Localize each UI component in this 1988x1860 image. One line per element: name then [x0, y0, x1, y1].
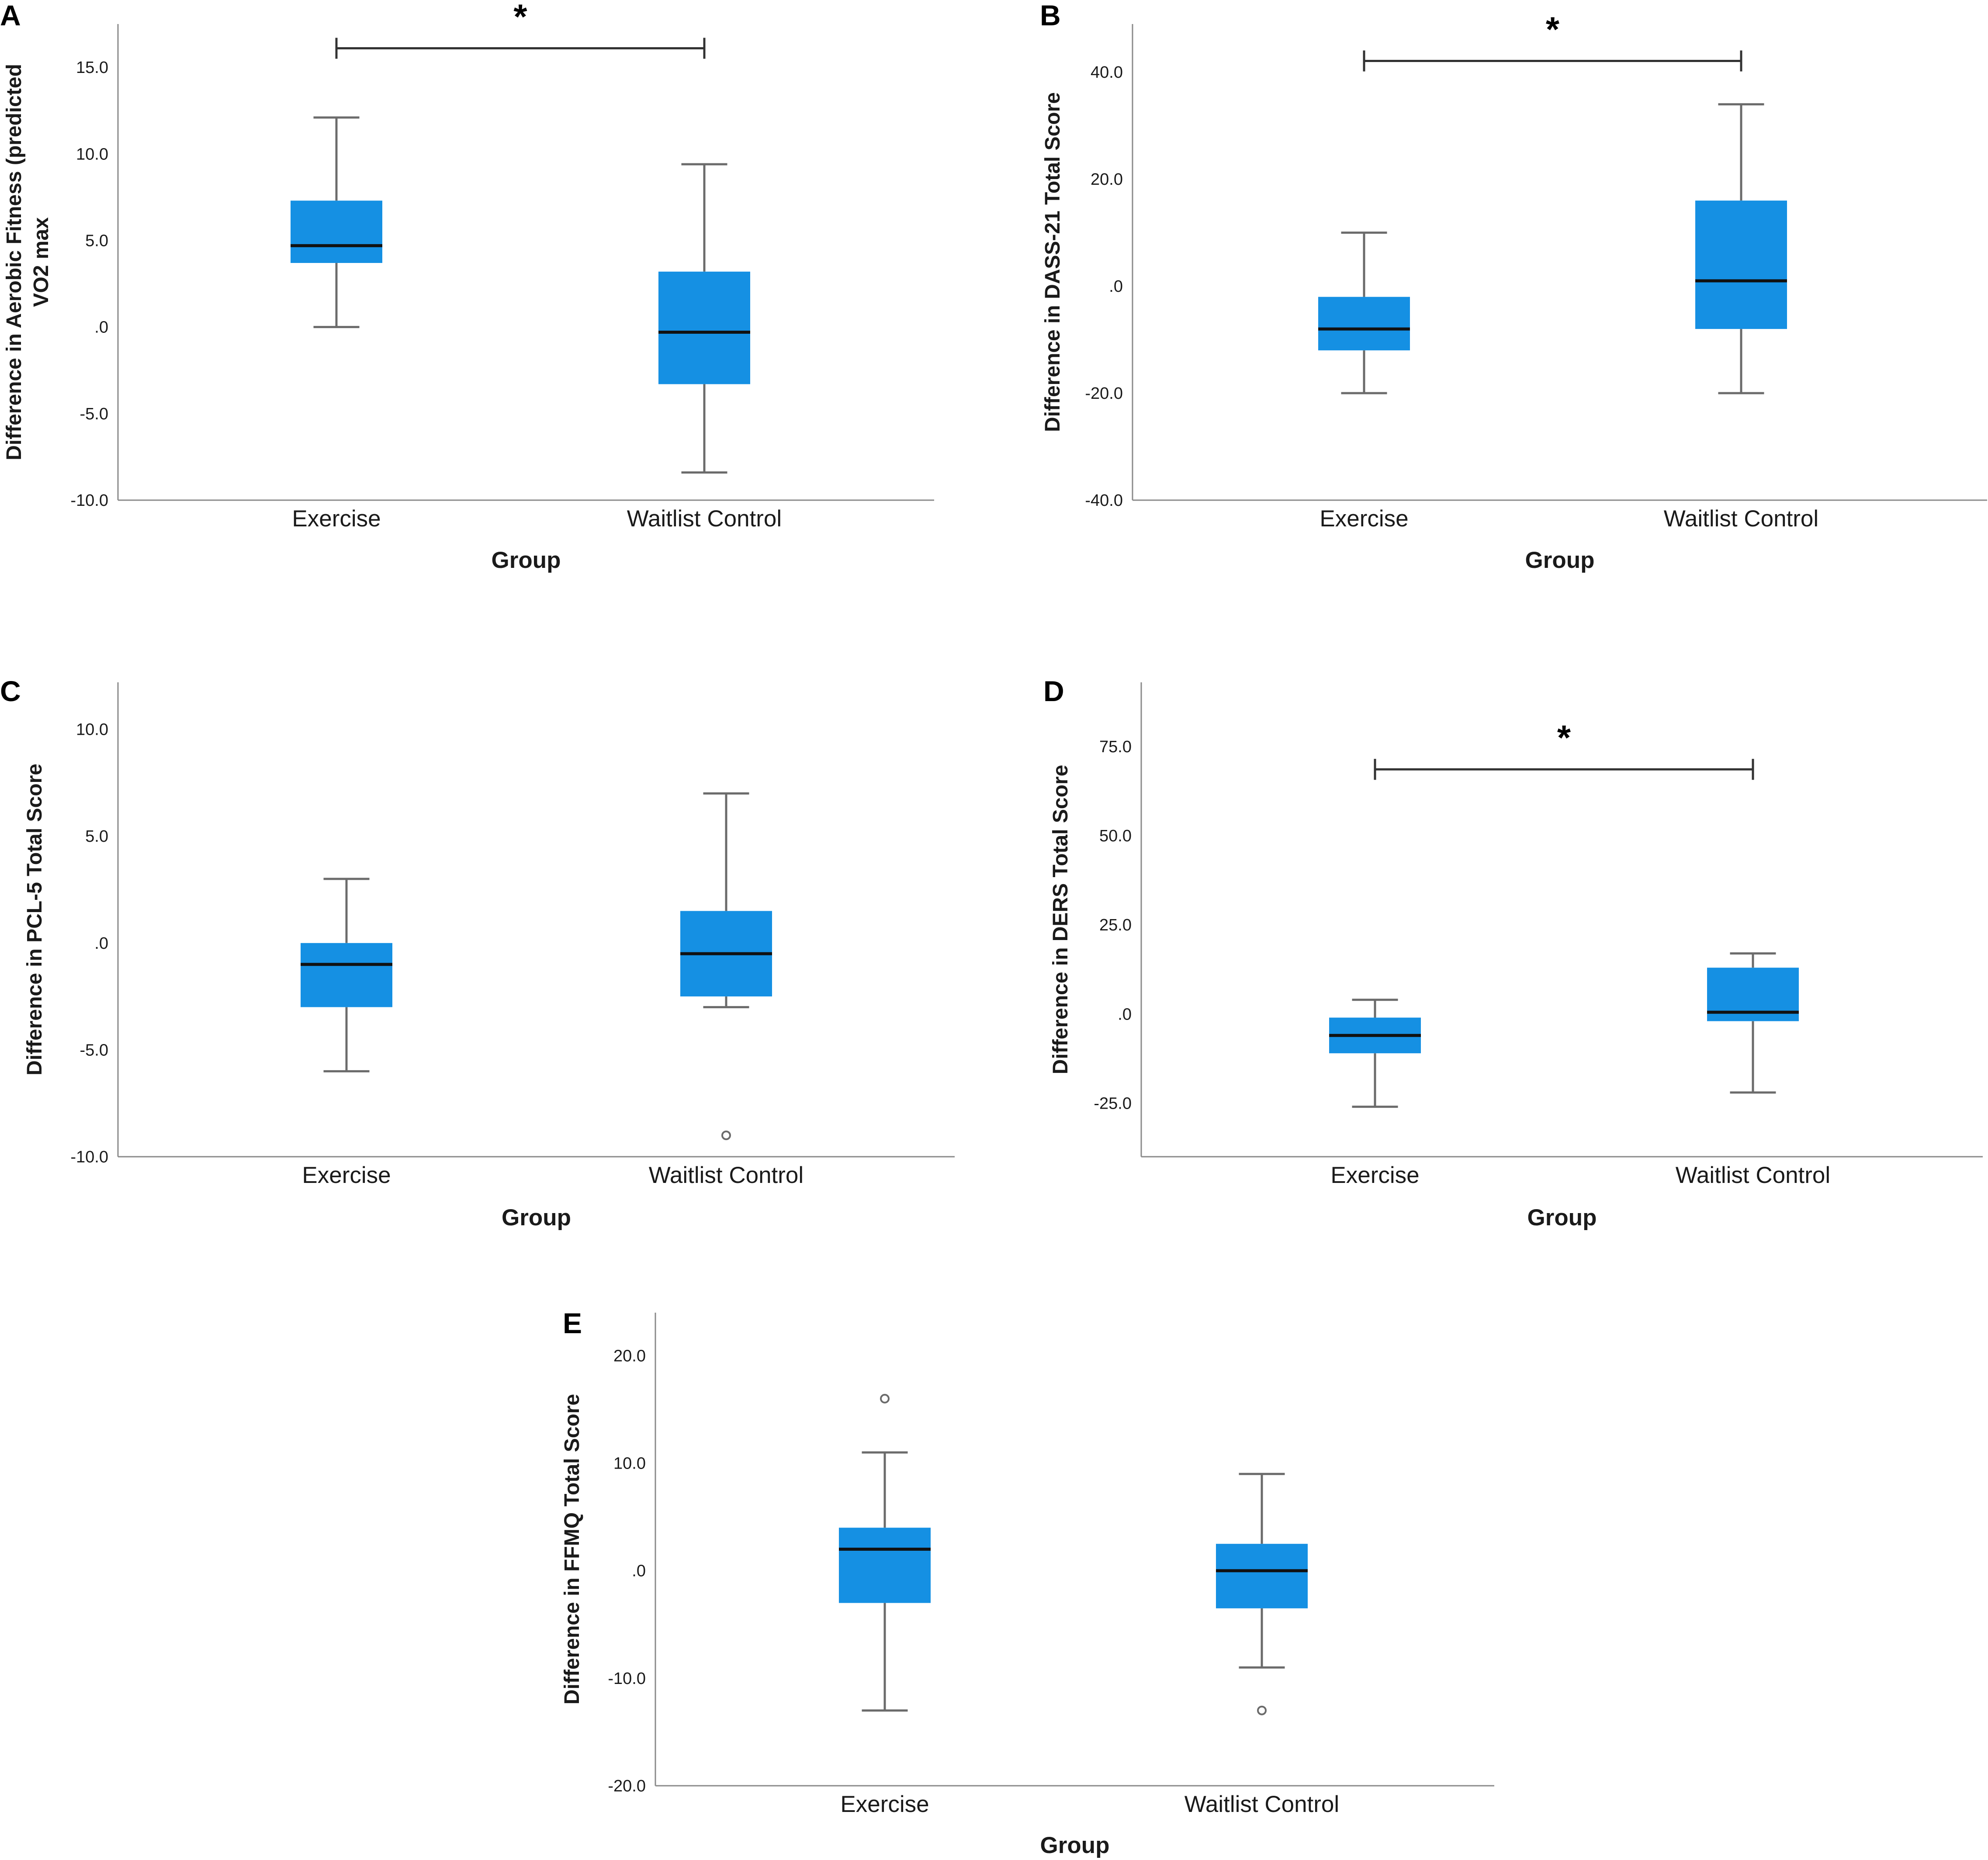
y-tick-label-d: 25.0 — [1099, 916, 1132, 934]
outlier-point-e-waitlist-control — [1257, 1705, 1267, 1715]
iqr-box-b-waitlist-control — [1695, 201, 1787, 329]
category-label-e-waitlist-control: Waitlist Control — [1184, 1791, 1339, 1817]
significance-star-d: * — [1557, 718, 1571, 757]
category-label-d-waitlist-control: Waitlist Control — [1676, 1162, 1830, 1188]
y-tick-label-e: -10.0 — [608, 1670, 646, 1688]
y-tick-label-b: -20.0 — [1085, 384, 1123, 403]
panel-letter-b: B — [1040, 0, 1061, 31]
y-tick-label-e: -20.0 — [608, 1777, 646, 1795]
y-tick-label-a: .0 — [94, 318, 108, 337]
y-tick-label-a: 10.0 — [76, 145, 108, 163]
y-axis-title-b: Difference in DASS-21 Total Score — [1041, 92, 1064, 432]
category-label-d-exercise: Exercise — [1330, 1162, 1419, 1188]
y-tick-label-e: 20.0 — [613, 1347, 646, 1365]
y-tick-label-c: .0 — [94, 934, 108, 953]
y-axis-title-a: VO2 max — [30, 217, 53, 307]
y-tick-label-d: 75.0 — [1099, 738, 1132, 756]
category-label-c-exercise: Exercise — [302, 1162, 391, 1188]
y-tick-label-a: -5.0 — [80, 405, 108, 423]
panel-letter-c: C — [0, 675, 21, 707]
x-axis-title-c: Group — [502, 1205, 571, 1231]
y-tick-label-a: 15.0 — [76, 59, 108, 77]
x-axis-title-d: Group — [1527, 1205, 1597, 1231]
iqr-box-e-waitlist-control — [1216, 1544, 1308, 1608]
y-tick-label-b: 20.0 — [1091, 170, 1123, 189]
y-tick-label-a: 5.0 — [85, 232, 108, 250]
x-axis-title-e: Group — [1040, 1832, 1110, 1858]
y-axis-title-d: Difference in DERS Total Score — [1049, 765, 1072, 1075]
y-tick-label-a: -10.0 — [70, 491, 108, 510]
y-tick-label-e: .0 — [632, 1562, 646, 1580]
significance-star-a: * — [513, 0, 527, 36]
panel-letter-e: E — [563, 1307, 582, 1339]
y-tick-label-e: 10.0 — [613, 1455, 646, 1473]
panel-letter-d: D — [1043, 675, 1064, 707]
category-label-e-exercise: Exercise — [840, 1791, 929, 1817]
y-axis-title-c: Difference in PCL-5 Total Score — [23, 764, 46, 1075]
category-label-a-waitlist-control: Waitlist Control — [627, 506, 782, 532]
x-axis-title-a: Group — [492, 547, 561, 573]
outlier-point-e-exercise — [880, 1393, 890, 1404]
iqr-box-a-exercise — [291, 201, 382, 263]
category-label-b-exercise: Exercise — [1320, 506, 1408, 532]
iqr-box-a-waitlist-control — [658, 271, 750, 384]
significance-star-b: * — [1546, 10, 1560, 49]
y-tick-label-b: 40.0 — [1091, 63, 1123, 82]
category-label-c-waitlist-control: Waitlist Control — [649, 1162, 804, 1188]
y-tick-label-d: 50.0 — [1099, 827, 1132, 845]
panel-letter-a: A — [0, 0, 21, 31]
y-axis-title-a: Difference in Aerobic Fitness (predicted — [3, 64, 26, 460]
iqr-box-e-exercise — [839, 1528, 931, 1603]
category-label-b-waitlist-control: Waitlist Control — [1664, 506, 1818, 532]
y-axis-title-e: Difference in FFMQ Total Score — [561, 1394, 584, 1704]
outlier-point-c-waitlist-control — [721, 1131, 731, 1141]
y-tick-label-c: 5.0 — [85, 827, 108, 846]
y-tick-label-b: -40.0 — [1085, 491, 1123, 510]
x-axis-title-b: Group — [1525, 547, 1595, 573]
iqr-box-b-exercise — [1318, 297, 1410, 351]
y-tick-label-c: -5.0 — [80, 1041, 108, 1059]
y-tick-label-c: 10.0 — [76, 721, 108, 739]
y-tick-label-d: -25.0 — [1094, 1095, 1132, 1113]
y-tick-label-b: .0 — [1109, 277, 1123, 296]
y-tick-label-c: -10.0 — [70, 1148, 108, 1166]
iqr-box-c-exercise — [301, 943, 392, 1007]
y-tick-label-d: .0 — [1118, 1005, 1132, 1023]
category-label-a-exercise: Exercise — [292, 506, 381, 532]
